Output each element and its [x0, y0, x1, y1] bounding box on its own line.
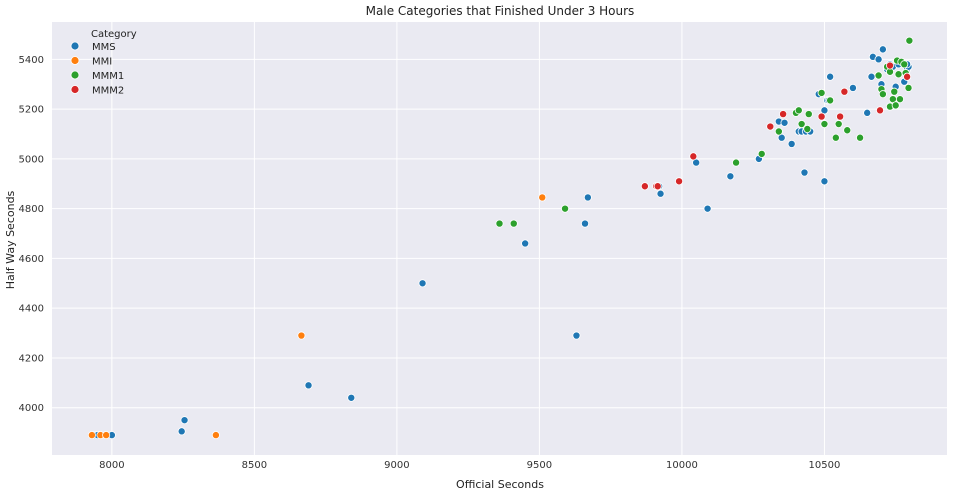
- data-point: [177, 427, 186, 436]
- data-point: [572, 331, 581, 340]
- data-point: [774, 127, 783, 136]
- data-point: [905, 36, 914, 45]
- data-point: [903, 72, 912, 81]
- data-point: [495, 219, 504, 228]
- y-tick-label: 4800: [19, 204, 44, 215]
- data-point: [878, 45, 887, 54]
- data-point: [797, 120, 806, 129]
- data-point: [347, 393, 356, 402]
- x-tick-label: 9500: [527, 460, 552, 471]
- data-point: [766, 122, 775, 131]
- legend-title: Category: [91, 29, 137, 40]
- data-point: [656, 189, 665, 198]
- data-point: [538, 193, 547, 202]
- legend-marker: [70, 70, 80, 80]
- y-tick-label: 5000: [19, 154, 44, 165]
- data-point: [561, 204, 570, 213]
- legend-marker: [70, 85, 80, 94]
- data-point: [102, 431, 111, 440]
- legend-marker: [70, 56, 80, 65]
- data-point: [856, 133, 865, 142]
- data-point: [640, 182, 649, 191]
- data-point: [583, 193, 592, 202]
- data-point: [297, 331, 306, 340]
- data-point: [834, 120, 843, 129]
- data-point: [703, 204, 712, 213]
- data-point: [900, 60, 909, 69]
- data-point: [757, 149, 766, 158]
- legend-label: MMI: [92, 57, 112, 68]
- y-tick-label: 4200: [19, 353, 44, 364]
- data-point: [787, 139, 796, 148]
- data-point: [843, 126, 852, 135]
- data-point: [874, 55, 883, 64]
- y-tick-label: 4600: [19, 254, 44, 265]
- data-point: [826, 96, 835, 105]
- y-tick-label: 4400: [19, 304, 44, 315]
- plot-area: [52, 22, 947, 455]
- data-point: [876, 106, 885, 115]
- data-point: [780, 118, 789, 127]
- data-point: [581, 219, 590, 228]
- data-point: [521, 239, 530, 248]
- data-points: [87, 36, 914, 440]
- data-point: [878, 90, 887, 99]
- data-point: [890, 87, 899, 96]
- y-axis-ticks: 4000 4200 4400 4600 4800 5000 5200 5400: [19, 55, 44, 414]
- data-point: [653, 182, 662, 191]
- x-tick-label: 10500: [809, 460, 841, 471]
- data-point: [820, 177, 829, 186]
- data-point: [820, 120, 829, 129]
- x-tick-label: 8000: [99, 460, 124, 471]
- legend-label: MMM1: [92, 71, 124, 82]
- data-point: [874, 71, 883, 80]
- data-point: [836, 112, 845, 121]
- data-point: [840, 87, 849, 96]
- legend-label: MMS: [92, 42, 116, 53]
- data-point: [894, 70, 903, 79]
- x-tick-label: 8500: [242, 460, 267, 471]
- data-point: [794, 106, 803, 115]
- data-point: [803, 125, 812, 134]
- y-tick-label: 4000: [19, 403, 44, 414]
- x-axis-title: Official Seconds: [456, 478, 544, 491]
- data-point: [211, 431, 220, 440]
- legend: Category MMS MMI MMM1 MMM2: [70, 29, 137, 97]
- data-point: [87, 431, 96, 440]
- data-point: [675, 177, 684, 186]
- data-point: [817, 112, 826, 121]
- x-tick-label: 9000: [384, 460, 409, 471]
- legend-marker: [70, 41, 80, 51]
- data-point: [779, 110, 788, 119]
- data-point: [800, 168, 809, 177]
- data-point: [826, 72, 835, 81]
- data-point: [904, 83, 913, 92]
- legend-label: MMM2: [92, 86, 124, 97]
- data-point: [885, 61, 894, 70]
- data-point: [726, 172, 735, 181]
- chart-title: Male Categories that Finished Under 3 Ho…: [366, 4, 635, 18]
- x-axis-ticks: 8000 8500 9000 9500 10000 10500: [99, 460, 840, 471]
- data-point: [891, 101, 900, 110]
- data-point: [804, 110, 813, 119]
- data-point: [867, 72, 876, 81]
- x-tick-label: 10000: [666, 460, 698, 471]
- data-point: [509, 219, 518, 228]
- data-point: [817, 88, 826, 97]
- series-mmm2: [640, 61, 912, 191]
- y-tick-label: 5400: [19, 55, 44, 66]
- series-mmi: [87, 193, 547, 440]
- data-point: [848, 83, 857, 92]
- data-point: [304, 381, 313, 390]
- data-point: [895, 95, 904, 104]
- data-point: [863, 108, 872, 117]
- data-point: [732, 158, 741, 167]
- data-point: [689, 152, 698, 161]
- y-axis-title: Half Way Seconds: [4, 190, 17, 289]
- data-point: [831, 133, 840, 142]
- y-tick-label: 5200: [19, 105, 44, 116]
- data-point: [180, 416, 189, 425]
- data-point: [418, 279, 427, 288]
